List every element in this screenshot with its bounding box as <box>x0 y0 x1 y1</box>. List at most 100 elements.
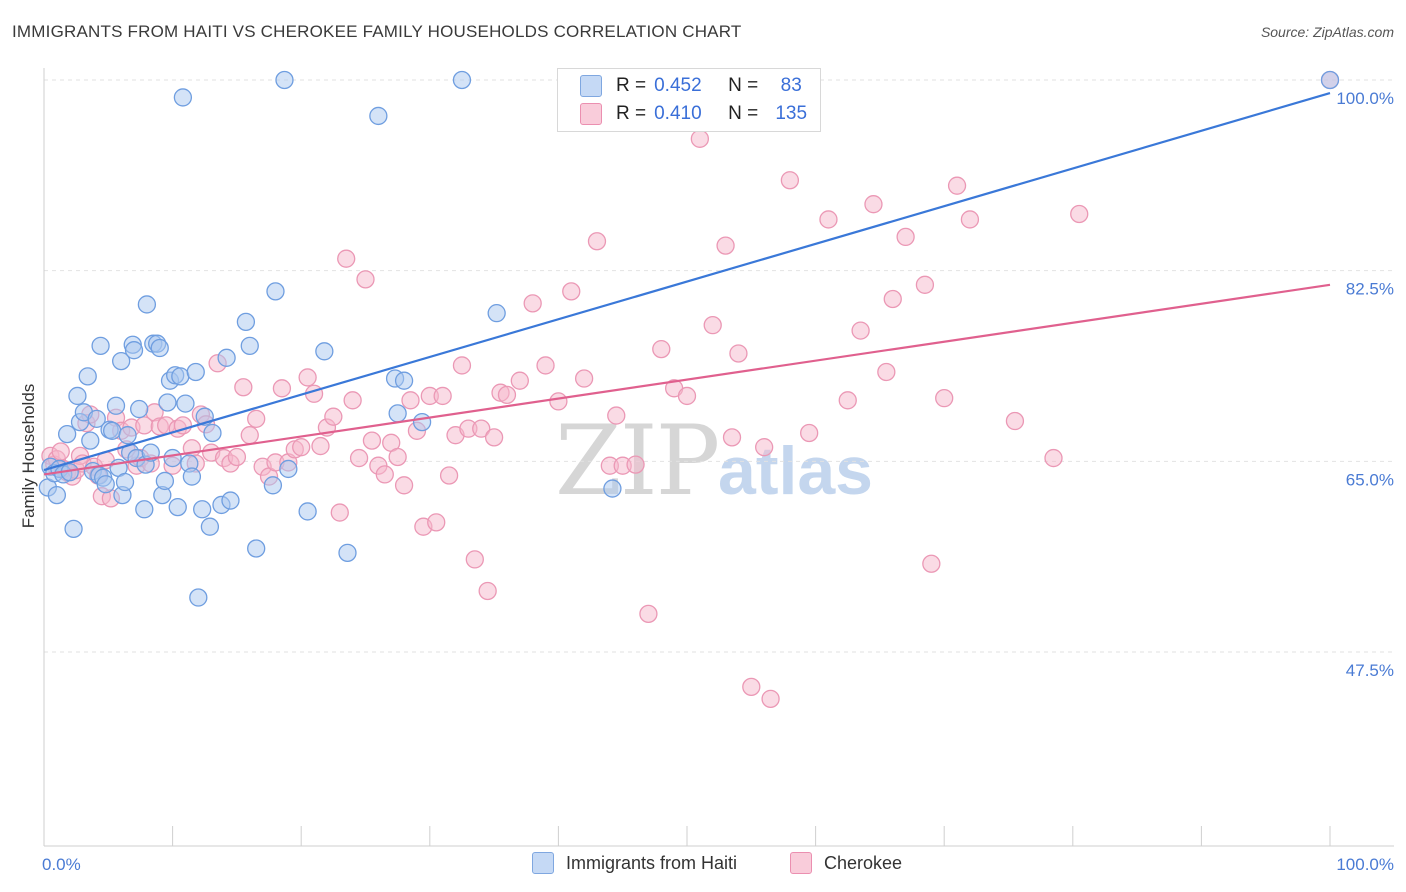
data-point <box>203 423 222 443</box>
data-point <box>64 519 83 539</box>
data-point <box>883 289 902 309</box>
series-legend-haiti[interactable]: Immigrants from Haiti <box>532 852 737 874</box>
data-point <box>247 409 266 428</box>
data-point <box>200 517 220 536</box>
data-point <box>47 485 67 505</box>
data-point <box>168 497 187 517</box>
data-point <box>173 88 193 107</box>
data-point <box>298 368 317 387</box>
data-point <box>478 581 497 601</box>
data-point <box>703 315 722 335</box>
data-point <box>182 467 202 486</box>
data-point <box>130 399 149 419</box>
legend-row-cherokee: R = 0.410 N = 135 <box>580 101 812 127</box>
data-point <box>401 391 420 410</box>
data-point <box>349 448 369 468</box>
data-point <box>103 421 122 440</box>
data-point <box>343 391 362 410</box>
source-label: Source: ZipAtlas.com <box>1260 24 1394 40</box>
data-point <box>247 539 266 558</box>
legend-n-value: 83 <box>780 75 802 96</box>
data-point <box>690 129 710 148</box>
data-point <box>324 407 343 426</box>
data-point <box>369 106 388 126</box>
data-point <box>124 341 144 360</box>
data-point <box>510 371 529 390</box>
data-point <box>677 386 697 406</box>
data-point <box>304 384 324 403</box>
data-point <box>78 367 97 386</box>
data-point <box>96 475 115 494</box>
watermark-atlas: atlas <box>718 433 873 509</box>
series-legend-cherokee[interactable]: Cherokee <box>790 852 902 874</box>
data-point <box>472 419 491 438</box>
data-point <box>838 391 857 410</box>
series-legend: Immigrants from Haiti Cherokee <box>0 852 1406 878</box>
data-point <box>607 406 626 425</box>
data-point <box>141 443 160 462</box>
data-point <box>427 513 446 532</box>
trend-line <box>43 283 1331 476</box>
data-point <box>742 677 761 697</box>
data-point <box>163 448 182 468</box>
data-point <box>915 275 935 294</box>
data-point <box>603 479 622 498</box>
data-point <box>394 371 414 390</box>
data-point <box>960 210 980 229</box>
data-point <box>87 409 106 428</box>
series-swatch-haiti <box>532 852 554 874</box>
data-point <box>106 396 126 415</box>
y-tick-label: 65.0% <box>1346 470 1394 489</box>
y-tick-label: 47.5% <box>1346 661 1394 680</box>
data-point <box>626 455 645 474</box>
data-point <box>266 282 285 301</box>
data-point <box>722 428 742 447</box>
data-point <box>155 471 175 491</box>
series-legend-label: Cherokee <box>824 852 903 873</box>
x-tick-label: 0.0% <box>42 855 81 874</box>
y-tick-label: 100.0% <box>1336 89 1394 108</box>
data-point <box>236 312 256 332</box>
data-point <box>189 588 208 607</box>
data-point <box>574 369 594 388</box>
series-swatch-cherokee <box>790 852 812 874</box>
data-point <box>362 431 382 450</box>
data-point <box>935 388 954 408</box>
data-point <box>484 428 504 447</box>
data-point <box>536 356 555 375</box>
data-point <box>150 338 169 358</box>
data-point <box>922 554 941 573</box>
data-point <box>81 431 100 450</box>
data-point <box>1044 448 1063 468</box>
chart-title: IMMIGRANTS FROM HAITI VS CHEROKEE FAMILY… <box>12 22 742 41</box>
data-point <box>193 500 212 519</box>
data-point <box>272 379 292 398</box>
data-point <box>221 491 240 510</box>
data-point <box>851 321 870 340</box>
data-point <box>57 424 77 444</box>
data-point <box>452 70 472 90</box>
data-point <box>1070 204 1089 224</box>
correlation-legend: R = 0.452 N = 83 R = 0.410 N = 135 <box>557 68 821 132</box>
legend-swatch-cherokee <box>580 103 602 125</box>
data-point <box>433 386 452 406</box>
data-point <box>452 356 472 375</box>
data-point <box>652 339 671 359</box>
trend-line <box>43 92 1331 472</box>
data-point <box>112 351 131 371</box>
data-point <box>523 294 542 313</box>
data-point <box>330 503 349 522</box>
legend-r-value: 0.452 <box>654 75 702 96</box>
legend-n-label: N = <box>728 75 759 96</box>
legend-n-label: N = <box>728 103 759 124</box>
x-tick-label: 100.0% <box>1336 855 1394 874</box>
data-point <box>115 472 135 492</box>
data-point <box>91 336 110 355</box>
data-point <box>1005 411 1025 431</box>
data-point <box>439 466 459 485</box>
data-point <box>388 447 407 467</box>
data-point <box>487 304 506 323</box>
legend-r-value: 0.410 <box>654 103 702 124</box>
data-point <box>375 465 394 484</box>
legend-r-label: R = <box>616 103 647 124</box>
